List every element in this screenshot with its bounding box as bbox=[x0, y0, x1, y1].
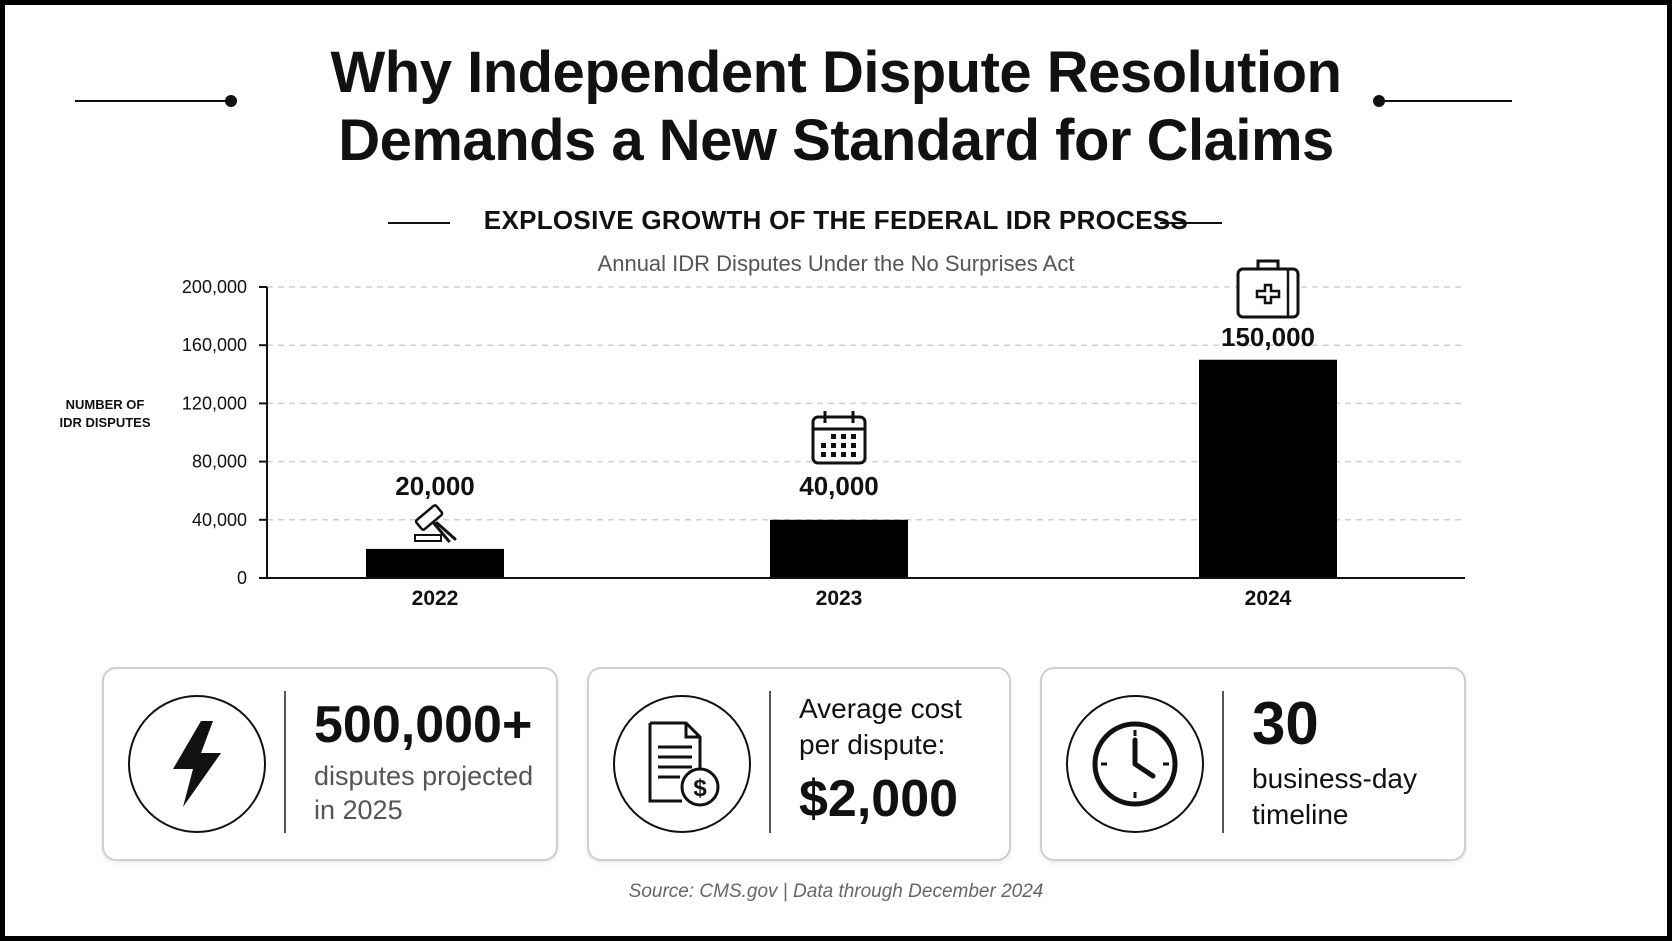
clock-icon bbox=[1092, 721, 1178, 807]
bar-chart: NUMBER OF IDR DISPUTES 0 40,000 80,000 120,… bbox=[59, 259, 1465, 610]
y-tick-label: 120,000 bbox=[182, 393, 247, 413]
stat-text: 500,000+ disputes projected in 2025 bbox=[314, 695, 533, 827]
stat-icon-circle bbox=[128, 695, 266, 833]
x-tick-label: 2023 bbox=[816, 587, 863, 610]
lightning-icon bbox=[173, 721, 221, 807]
subtitle-rule-left bbox=[388, 222, 450, 224]
stat-card-projected: 500,000+ disputes projected in 2025 bbox=[102, 667, 558, 861]
infographic: Why Independent Dispute Resolution Deman… bbox=[5, 5, 1667, 936]
rule-dot bbox=[225, 95, 237, 107]
y-tick-label: 80,000 bbox=[192, 452, 247, 472]
source-note: Source: CMS.gov | Data through December … bbox=[628, 881, 1044, 902]
stat-value: 500,000+ bbox=[314, 696, 533, 754]
stat-icon-circle: $ bbox=[613, 695, 751, 833]
stat-caption-line-2: timeline bbox=[1252, 799, 1349, 830]
stat-caption-line-2: in 2025 bbox=[314, 795, 403, 825]
stat-value: 30 bbox=[1252, 690, 1319, 757]
page-title: Why Independent Dispute Resolution Deman… bbox=[5, 39, 1667, 175]
stat-card-timeline: 30 business-day timeline bbox=[1040, 667, 1466, 861]
data-label: 20,000 bbox=[395, 471, 475, 501]
stat-caption-line-2: per dispute: bbox=[799, 729, 946, 760]
stat-caption-line-1: disputes projected bbox=[314, 761, 534, 791]
stat-value: $2,000 bbox=[799, 770, 959, 828]
calendar-icon bbox=[811, 411, 867, 465]
y-axis-label-line-1: NUMBER OF bbox=[66, 397, 145, 412]
title-rule-right bbox=[1373, 95, 1512, 107]
stat-icon-circle bbox=[1066, 695, 1204, 833]
stat-caption-line-1: Average cost bbox=[799, 693, 962, 724]
y-tick-label: 40,000 bbox=[192, 510, 247, 530]
svg-text:$: $ bbox=[693, 775, 707, 802]
invoice-dollar-icon: $ bbox=[648, 721, 720, 807]
y-tick-label: 0 bbox=[237, 568, 247, 588]
title-line-2: Demands a New Standard for Claims bbox=[338, 108, 1334, 173]
subtitle-rule-right bbox=[1160, 222, 1222, 224]
gavel-icon bbox=[414, 504, 457, 543]
stat-card-cost: $ Average cost per dispute: $2,000 bbox=[587, 667, 1011, 861]
data-label: 150,000 bbox=[1221, 322, 1315, 352]
data-label: 40,000 bbox=[799, 471, 879, 501]
x-tick-label: 2024 bbox=[1245, 587, 1292, 610]
chart-subtitle: Annual IDR Disputes Under the No Surpris… bbox=[597, 251, 1075, 276]
card-divider bbox=[284, 691, 286, 833]
bar-2023 bbox=[770, 519, 908, 578]
x-tick-label: 2022 bbox=[412, 587, 459, 610]
title-rule-left bbox=[75, 95, 237, 107]
stat-caption-line-1: business-day bbox=[1252, 763, 1417, 794]
bar-2024 bbox=[1199, 359, 1337, 578]
chart-title: EXPLOSIVE GROWTH OF THE FEDERAL IDR PROC… bbox=[483, 205, 1189, 235]
y-tick-label: 160,000 bbox=[182, 335, 247, 355]
bar-2022 bbox=[366, 548, 504, 578]
card-divider bbox=[769, 691, 771, 833]
stat-text: Average cost per dispute: $2,000 bbox=[799, 691, 962, 829]
rule-dot bbox=[1373, 95, 1385, 107]
y-axis-label-line-2: IDR DISPUTES bbox=[59, 415, 150, 430]
title-line-1: Why Independent Dispute Resolution bbox=[330, 40, 1342, 105]
medical-kit-icon bbox=[1236, 259, 1300, 319]
card-divider bbox=[1222, 691, 1224, 833]
stat-text: 30 business-day timeline bbox=[1252, 691, 1417, 833]
y-tick-label: 200,000 bbox=[182, 277, 247, 297]
